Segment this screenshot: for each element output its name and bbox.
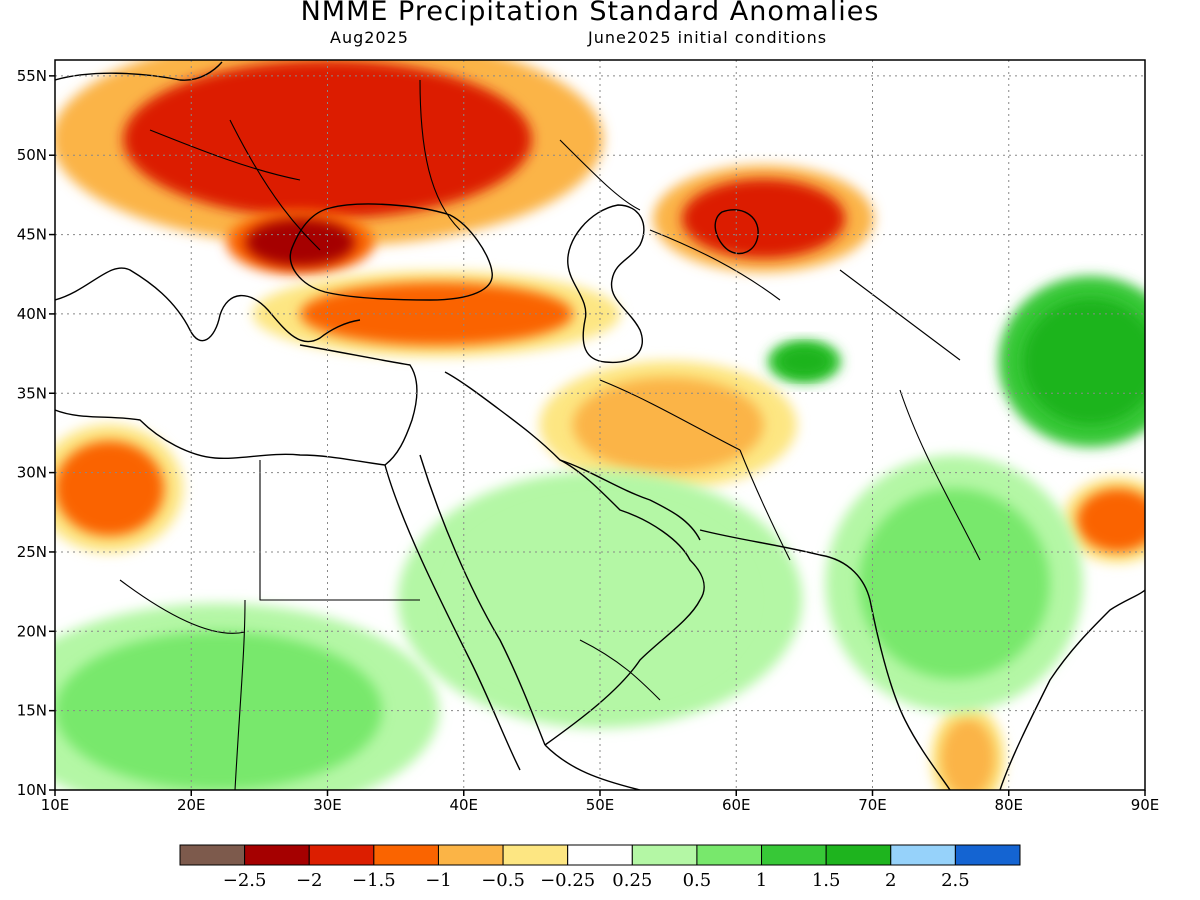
lat-tick-label: 35N bbox=[17, 384, 47, 402]
lat-tick-label: 15N bbox=[17, 702, 47, 720]
lat-tick-label: 45N bbox=[17, 226, 47, 244]
colorbar-swatch bbox=[825, 844, 892, 866]
red-sea-coast bbox=[384, 454, 546, 771]
lon-tick-label: 40E bbox=[449, 796, 478, 814]
coastlines-and-borders bbox=[55, 61, 1145, 790]
colorbar-label: 0.5 bbox=[683, 870, 712, 891]
colorbar-swatch bbox=[502, 844, 569, 866]
lat-tick-label: 30N bbox=[17, 464, 47, 482]
colorbar-label: −0.5 bbox=[481, 870, 525, 891]
europe-coast bbox=[55, 267, 361, 343]
colorbar-label: −0.25 bbox=[540, 870, 595, 891]
anomaly-fields bbox=[55, 60, 1145, 790]
anomaly-region bbox=[1022, 298, 1145, 425]
lon-tick-label: 80E bbox=[994, 796, 1023, 814]
anomaly-region bbox=[681, 179, 846, 259]
lon-tick-label: 20E bbox=[177, 796, 206, 814]
lon-tick-label: 70E bbox=[858, 796, 887, 814]
black-sea-coast bbox=[289, 203, 493, 301]
anomaly-region bbox=[858, 488, 1050, 679]
lat-tick-label: 40N bbox=[17, 305, 47, 323]
borders bbox=[119, 79, 981, 790]
initial-conditions: June2025 initial conditions bbox=[588, 28, 828, 47]
lon-tick-label: 90E bbox=[1131, 796, 1160, 814]
colorbar-label: −2 bbox=[296, 870, 323, 891]
colorbar-label: −2.5 bbox=[223, 870, 267, 891]
colorbar-swatch bbox=[308, 844, 375, 866]
anomaly-region bbox=[300, 282, 573, 346]
anomaly-region bbox=[572, 377, 764, 473]
south-asia-coast bbox=[699, 529, 1145, 790]
colorbar-swatch bbox=[761, 844, 827, 866]
anomaly-region bbox=[940, 718, 996, 790]
colorbar-label: 1.5 bbox=[812, 870, 841, 891]
valid-month: Aug2025 bbox=[330, 28, 409, 47]
colorbar-swatch bbox=[631, 844, 698, 866]
anomaly-region bbox=[777, 345, 832, 378]
axis-ticks: 10E 20E 30E 40E 50E 60E 70E 80E 90E 55N 50N 45N 40N 3… bbox=[17, 67, 1160, 814]
colorbar-swatch bbox=[567, 844, 633, 866]
colorbar-swatch bbox=[696, 844, 763, 866]
lon-tick-label: 50E bbox=[586, 796, 615, 814]
aral-sea-coast bbox=[714, 209, 759, 255]
turkey-levant-coast bbox=[55, 344, 418, 466]
lat-tick-label: 50N bbox=[17, 146, 47, 164]
arabia-coast bbox=[444, 371, 705, 746]
lat-tick-label: 20N bbox=[17, 622, 47, 640]
persian-gulf-coast bbox=[559, 459, 701, 541]
colorbar-swatch bbox=[890, 844, 956, 866]
caspian-sea-coast bbox=[567, 204, 645, 364]
lat-tick-label: 55N bbox=[17, 67, 47, 85]
colorbar-swatch bbox=[244, 844, 310, 866]
colorbar-label: 0.25 bbox=[612, 870, 652, 891]
colorbar-label: 2.5 bbox=[941, 870, 970, 891]
lon-tick-label: 30E bbox=[313, 796, 342, 814]
colorbar-label: −1 bbox=[425, 870, 452, 891]
colorbar-swatch bbox=[437, 844, 504, 866]
lon-tick-label: 60E bbox=[722, 796, 751, 814]
anomaly-region bbox=[1076, 488, 1145, 552]
lon-tick-label: 10E bbox=[41, 796, 70, 814]
baltic-coast bbox=[55, 61, 223, 81]
colorbar-swatch bbox=[179, 844, 246, 866]
lat-tick-label: 10N bbox=[17, 781, 47, 799]
colorbar-label: 1 bbox=[756, 870, 767, 891]
colorbar-label: 2 bbox=[885, 870, 896, 891]
colorbar-label: −1.5 bbox=[352, 870, 396, 891]
gridlines bbox=[55, 60, 1145, 790]
colorbar-swatch bbox=[373, 844, 439, 866]
colorbar: −2.5 −2 −1.5 −1 −0.5 −0.25 0.25 0.5 1 1.5 2 2.5 bbox=[179, 844, 1021, 891]
map-title: NMME Precipitation Standard Anomalies bbox=[300, 0, 880, 27]
anomaly-region bbox=[55, 440, 164, 537]
colorbar-swatch bbox=[954, 844, 1021, 866]
lat-tick-label: 25N bbox=[17, 543, 47, 561]
anomaly-region bbox=[245, 218, 355, 267]
gulf-of-aden-coast bbox=[544, 744, 641, 790]
